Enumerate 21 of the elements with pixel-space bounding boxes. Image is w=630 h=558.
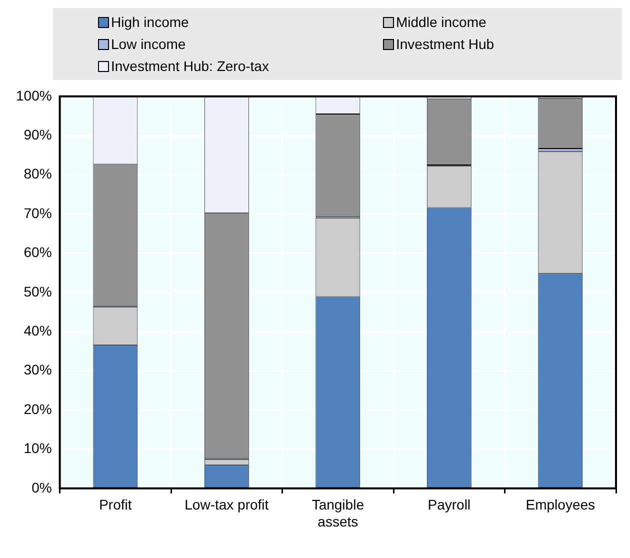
- y-tick-label: 10%: [24, 440, 52, 456]
- y-tick-label: 100%: [16, 87, 52, 104]
- x-tick-label: Employees: [526, 496, 596, 513]
- legend-label: Investment Hub: [396, 36, 494, 52]
- legend-label: Middle income: [396, 14, 486, 30]
- y-tick-label: 90%: [24, 126, 52, 142]
- x-tick-label: Profit: [99, 496, 132, 513]
- x-tick-label: Low-tax profit: [184, 496, 269, 513]
- legend-label: High income: [111, 14, 189, 30]
- y-tick-label: 60%: [24, 244, 52, 260]
- y-tick-label: 0%: [32, 479, 52, 496]
- x-tick-label: Payroll: [428, 496, 471, 513]
- series-label: Investment Hub: Zero-tax: [111, 58, 269, 74]
- y-tick-label: 40%: [24, 322, 52, 338]
- x-tick-label: Tangible assets: [312, 496, 364, 530]
- legend-label: Low income: [111, 36, 186, 52]
- y-tick-label: 30%: [24, 362, 52, 378]
- y-tick-label: 20%: [24, 400, 52, 417]
- y-tick-label: 80%: [24, 166, 52, 182]
- y-tick-label: 50%: [24, 283, 52, 300]
- y-tick-label: 70%: [24, 204, 52, 221]
